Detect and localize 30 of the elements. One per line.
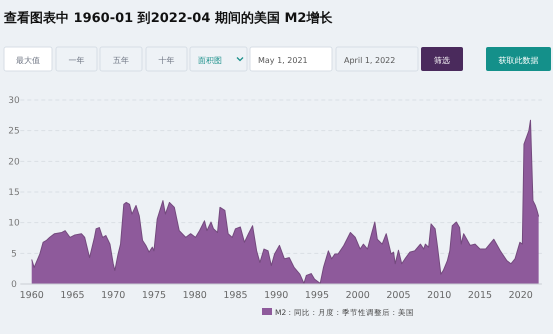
y-tick-label: 5 [11,249,17,260]
y-tick-label: 0 [11,280,18,290]
x-tick-label: 2015 [468,290,492,301]
text: 面积图 [198,56,222,65]
x-tick-label: 1975 [142,290,166,301]
chart-title: 查看图表中 1960-01 到2022-04 期间的美国 M2增长 [3,10,334,26]
text: 五年 [113,56,129,65]
x-tick-label: 1965 [60,290,85,301]
x-tick-label: 2010 [427,290,452,301]
text: May 1, 2021 [258,56,308,65]
y-tick-label: 25 [8,126,20,137]
x-tick-label: 1995 [304,290,330,301]
y-tick-label: 10 [8,218,20,229]
x-tick-label: 1970 [101,290,126,301]
text: 获取此数据 [498,56,538,65]
text: 筛选 [434,56,450,65]
y-tick-label: 30 [8,96,20,106]
y-tick-label: 15 [8,188,20,198]
x-tick-label: 2000 [346,290,370,301]
text: 最大值 [16,56,40,65]
x-tick-label: 2020 [508,290,533,301]
text: 十年 [158,56,174,65]
y-tick-label: 20 [8,157,20,168]
x-tick-label: 1990 [264,290,288,301]
x-tick-label: 1980 [182,290,207,301]
x-tick-label: 2005 [386,290,411,301]
x-tick-label: 1985 [223,290,248,301]
x-tick-label: 1960 [20,290,44,301]
text: April 1, 2022 [344,56,396,65]
text: 一年 [68,56,84,65]
